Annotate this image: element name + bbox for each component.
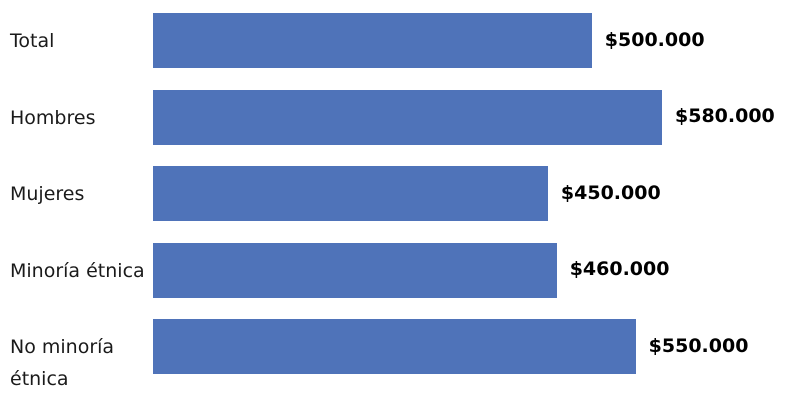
value-label: $500.000 xyxy=(604,28,705,51)
value-label: $450.000 xyxy=(560,181,661,204)
bar xyxy=(153,13,592,68)
bar xyxy=(153,242,557,298)
category-label: Hombres xyxy=(10,106,96,129)
category-label: Total xyxy=(10,30,55,52)
category-label: Minoría étnica xyxy=(10,259,145,282)
value-label: $550.000 xyxy=(648,334,749,357)
category-label: No minoría étnica xyxy=(10,336,115,390)
bar xyxy=(153,166,548,221)
bar xyxy=(153,319,636,374)
bar xyxy=(153,89,662,145)
value-label: $580.000 xyxy=(675,105,775,127)
category-label: Mujeres xyxy=(10,183,85,205)
value-label: $460.000 xyxy=(569,258,670,280)
